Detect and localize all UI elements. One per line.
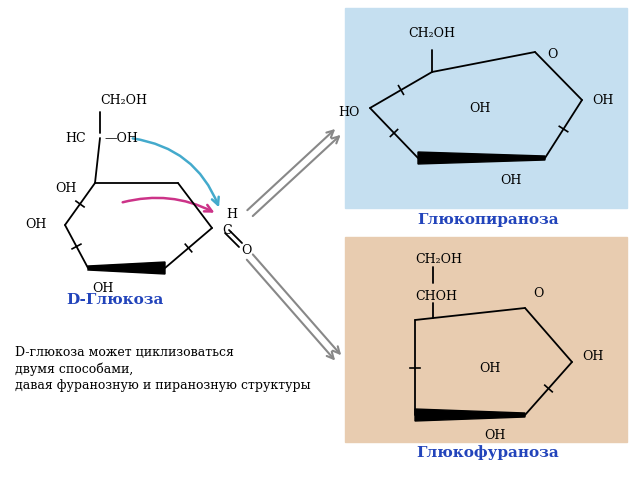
Text: OH: OH: [92, 282, 114, 295]
Text: OH: OH: [469, 101, 491, 115]
Text: —OH: —OH: [104, 132, 138, 144]
Text: CH₂OH: CH₂OH: [408, 27, 456, 40]
Text: H: H: [227, 207, 237, 220]
Text: OH: OH: [26, 218, 47, 231]
Text: давая фуранозную и пиранозную структуры: давая фуранозную и пиранозную структуры: [15, 380, 310, 393]
Text: OH: OH: [592, 94, 613, 107]
Text: CH₂OH: CH₂OH: [100, 94, 147, 107]
Text: OH: OH: [479, 362, 500, 375]
Polygon shape: [88, 262, 165, 274]
Text: Глюкопираноза: Глюкопираноза: [417, 213, 559, 227]
FancyBboxPatch shape: [345, 237, 627, 442]
Polygon shape: [415, 409, 525, 421]
Text: O: O: [547, 48, 557, 60]
Text: двумя способами,: двумя способами,: [15, 362, 133, 376]
Text: C: C: [222, 225, 232, 238]
FancyArrowPatch shape: [123, 198, 212, 211]
FancyArrowPatch shape: [132, 138, 219, 205]
Text: HC: HC: [65, 132, 86, 144]
Text: OH: OH: [56, 181, 77, 194]
Text: OH: OH: [484, 429, 506, 442]
Text: Глюкофураноза: Глюкофураноза: [417, 445, 559, 460]
Text: OH: OH: [500, 174, 522, 187]
Text: HO: HO: [339, 107, 360, 120]
Text: CHOH: CHOH: [415, 290, 457, 303]
Polygon shape: [418, 152, 545, 164]
Text: D-глюкоза может циклизоваться: D-глюкоза может циклизоваться: [15, 346, 234, 359]
FancyBboxPatch shape: [345, 8, 627, 208]
Text: D-Глюкоза: D-Глюкоза: [67, 293, 164, 307]
Text: OH: OH: [582, 350, 604, 363]
Text: O: O: [533, 287, 543, 300]
Text: O: O: [241, 244, 251, 257]
Text: CH₂OH: CH₂OH: [415, 253, 462, 266]
